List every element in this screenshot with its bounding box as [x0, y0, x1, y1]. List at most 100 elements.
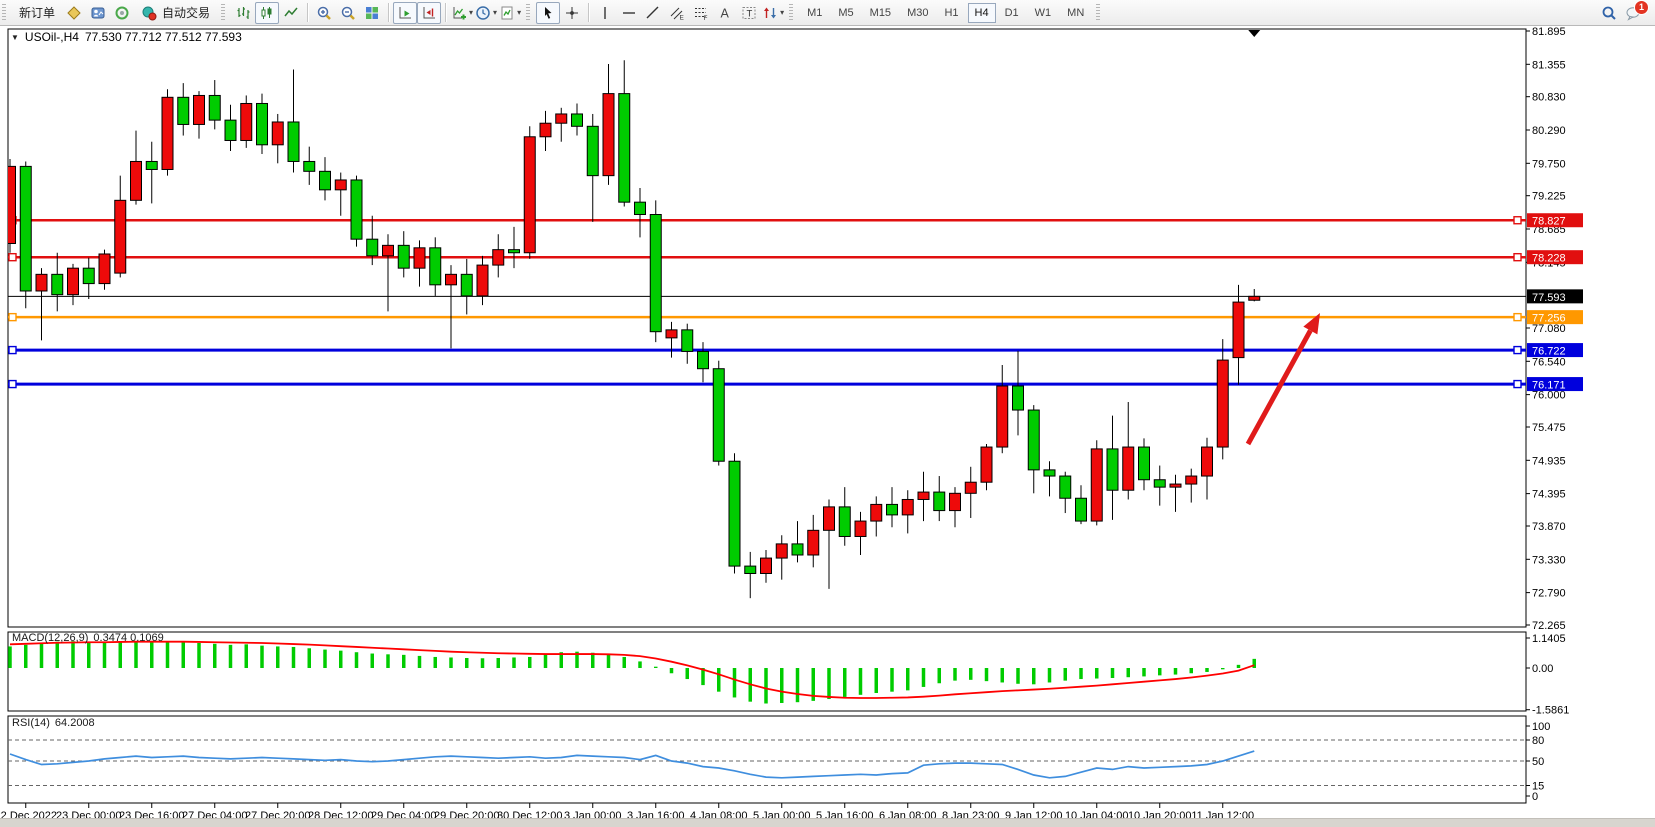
text-label-button[interactable]: T	[737, 2, 761, 24]
new-order-button-label: 新订单	[19, 6, 56, 20]
toolbar-grip[interactable]	[789, 3, 794, 22]
periods-glyph	[476, 5, 490, 20]
chart-canvas[interactable]: 81.89581.35580.83080.29079.75079.22578.6…	[0, 26, 1655, 827]
candle	[334, 172, 347, 216]
tf-h4[interactable]: H4	[967, 2, 996, 23]
toolbar-grip[interactable]	[1096, 3, 1101, 22]
tf-m15[interactable]: M15	[863, 3, 898, 23]
crosshair-button[interactable]	[560, 2, 584, 24]
channel-button[interactable]: E	[665, 2, 689, 24]
auto-scroll-button[interactable]	[393, 1, 418, 24]
tile-windows-button[interactable]	[360, 2, 384, 24]
chart-controls-group: ▾ ▾ ▾	[229, 0, 524, 25]
tf-w1[interactable]: W1	[1028, 3, 1059, 23]
arrows-glyph	[764, 7, 777, 18]
candle	[397, 231, 410, 278]
price-line-badge-value: 76.722	[1532, 346, 1566, 358]
macd-axis: 1.1405 0.00 -1.5861	[1526, 633, 1569, 717]
hline-right-anchor[interactable]	[1513, 252, 1522, 262]
market-watch-icon[interactable]	[62, 2, 86, 24]
notifications-button[interactable]: 1	[1621, 0, 1649, 24]
candle	[1106, 415, 1119, 520]
rsi-axis: 100 80 50 150	[1526, 721, 1550, 803]
chart-background	[0, 26, 1655, 827]
zoom-out-button[interactable]	[336, 2, 360, 24]
macd-signal-line	[9, 640, 1255, 699]
candle	[775, 535, 788, 580]
one-click-trading-dropdown[interactable]: ▼	[11, 32, 19, 42]
hline-77.256[interactable]: 77.256	[8, 310, 1583, 325]
chart-title: ▼ USOil-,H4 77.530 77.712 77.512 77.593	[11, 30, 242, 44]
vertical-line-button[interactable]	[593, 2, 617, 24]
horizontal-line-button[interactable]	[617, 2, 641, 24]
macd-tick-label: -1.5861	[1532, 705, 1569, 717]
toolbar-grip[interactable]	[526, 3, 531, 22]
zoom-in-button[interactable]	[312, 2, 336, 24]
new-order-button[interactable]: 新订单	[12, 2, 62, 24]
chart-shift-button[interactable]	[417, 1, 442, 24]
tf-m30[interactable]: M30	[900, 3, 935, 23]
navigator-icon[interactable]	[110, 2, 134, 24]
arrows-button-dropdown-arrow[interactable]: ▾	[780, 8, 785, 17]
data-window-icon[interactable]	[86, 2, 110, 24]
arrows-button[interactable]: ▾	[761, 2, 785, 24]
svg-text:F: F	[704, 15, 708, 21]
periods-button-dropdown-arrow[interactable]: ▾	[493, 8, 498, 17]
line-chart-button[interactable]	[279, 2, 303, 24]
tf-m5[interactable]: M5	[831, 3, 860, 23]
price-line-badge	[1527, 250, 1583, 265]
candle	[256, 93, 268, 155]
price-line-badge-value: 78.228	[1532, 253, 1566, 265]
candle	[35, 268, 48, 341]
indicators-button[interactable]: ▾	[450, 2, 474, 24]
hline-right-anchor[interactable]	[1513, 216, 1522, 225]
candlestick-chart-button[interactable]	[255, 1, 280, 24]
search-button[interactable]	[1597, 2, 1621, 24]
cursor-button[interactable]	[536, 1, 561, 24]
candle	[445, 265, 457, 349]
hline-right-anchor[interactable]	[1513, 312, 1522, 322]
candle	[366, 215, 379, 266]
periods-button[interactable]: ▾	[474, 2, 498, 24]
candle	[1232, 284, 1245, 385]
candle	[586, 113, 599, 222]
timeframes-group: M1 M5 M15 M30 H1 H4 D1 W1 MN	[797, 0, 1094, 25]
candle	[917, 471, 930, 522]
bar-chart-button[interactable]	[231, 2, 255, 24]
candle	[429, 237, 442, 296]
hline-left-anchor[interactable]	[8, 252, 17, 262]
toolbar-grip[interactable]	[2, 3, 6, 22]
hline-left-anchor[interactable]	[8, 345, 17, 355]
hline-right-anchor[interactable]	[1513, 379, 1522, 389]
indicators-button-dropdown-arrow[interactable]: ▾	[469, 8, 474, 17]
autotrading-glyph	[142, 6, 157, 20]
hline-left-anchor[interactable]	[8, 312, 17, 322]
candle	[224, 104, 237, 151]
templates-button-dropdown-arrow[interactable]: ▾	[517, 8, 522, 17]
fibonacci-button[interactable]: F	[689, 2, 713, 24]
chart-symbol-label: USOil-,H4	[24, 30, 79, 44]
candle	[319, 157, 331, 201]
hline-76.722[interactable]: 76.722	[8, 343, 1583, 358]
hline-right-anchor[interactable]	[1513, 345, 1522, 355]
tf-mn[interactable]: MN	[1060, 3, 1091, 23]
rsi-indicator-label: RSI(14) 64.2008	[12, 717, 95, 729]
candle	[130, 130, 142, 205]
tf-d1[interactable]: D1	[998, 3, 1026, 23]
hline-76.171[interactable]: 76.171	[8, 377, 1583, 392]
trendline-button[interactable]	[641, 2, 665, 24]
toolbar-grip[interactable]	[221, 3, 226, 22]
tf-h1[interactable]: H1	[937, 3, 965, 23]
hline-left-anchor[interactable]	[8, 379, 17, 389]
templates-button[interactable]: ▾	[498, 2, 522, 24]
candle	[523, 126, 536, 259]
tf-m1[interactable]: M1	[800, 3, 829, 23]
candle	[508, 226, 520, 269]
candle	[161, 89, 174, 176]
line-chart-glyph	[284, 7, 298, 16]
trend-arrow-annotation[interactable]	[1245, 313, 1320, 446]
hline-78.228[interactable]: 78.228	[8, 250, 1583, 265]
autotrading-button[interactable]: 自动交易	[134, 2, 217, 24]
zoom-in-glyph	[317, 6, 331, 20]
text-button[interactable]: A	[713, 2, 737, 24]
